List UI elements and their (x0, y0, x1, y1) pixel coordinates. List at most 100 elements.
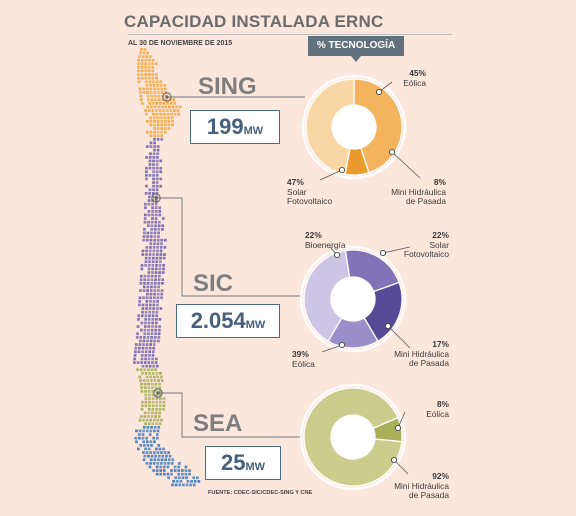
map-dot (175, 105, 178, 109)
map-dot (147, 98, 150, 102)
map-dot (142, 87, 145, 91)
map-dot (144, 372, 148, 375)
map-dot (139, 444, 143, 447)
map-dot (158, 274, 161, 278)
map-dot (156, 418, 160, 422)
map-dot (147, 264, 151, 267)
map-dot (144, 354, 148, 357)
map-dot (142, 296, 145, 300)
map-dot (159, 184, 163, 188)
map-dot (159, 80, 162, 84)
map-dot (149, 296, 153, 300)
map-dot (158, 206, 162, 210)
map-dot (145, 184, 148, 188)
map-dot (158, 386, 161, 390)
map-dot (143, 336, 146, 339)
sea-donut-halo (299, 383, 407, 491)
map-dot (150, 98, 154, 102)
sic-label-dot (379, 249, 387, 257)
source-note: FUENTE: CDEC-SIC/CDEC-SING Y CNE (208, 490, 313, 496)
map-dot (160, 238, 164, 242)
map-dot (156, 87, 160, 91)
map-dot (140, 58, 144, 62)
map-dot (140, 386, 143, 390)
map-dot (152, 192, 155, 195)
map-dot (151, 206, 154, 210)
map-dot (190, 480, 193, 483)
map-dot (144, 422, 147, 426)
map-dot (144, 314, 148, 318)
map-dot (147, 447, 151, 451)
map-dot (166, 112, 170, 116)
map-dot (159, 102, 162, 105)
map-dot (159, 465, 163, 469)
map-dot (153, 458, 157, 462)
map-dot (156, 436, 159, 440)
map-dot (135, 440, 138, 444)
map-dot (151, 386, 154, 390)
map-dot (148, 397, 151, 400)
map-dot (153, 87, 156, 91)
map-dot (161, 282, 164, 285)
map-dot (145, 429, 149, 433)
map-dot (147, 66, 151, 69)
map-dot (148, 260, 151, 264)
map-dot (160, 91, 164, 94)
map-dot (142, 339, 146, 343)
map-dot (140, 48, 143, 51)
map-dot (158, 408, 162, 411)
map-dot (134, 343, 138, 346)
map-dot (140, 66, 144, 69)
map-dot (158, 267, 162, 271)
map-dot (137, 447, 140, 451)
map-dot (155, 465, 159, 469)
map-dot (145, 346, 148, 350)
map-dot (151, 361, 154, 364)
map-dot (142, 235, 146, 238)
map-dot (145, 300, 149, 303)
map-dot (153, 105, 157, 109)
map-dot (145, 55, 149, 58)
map-dot (156, 292, 160, 296)
map-dot (148, 76, 151, 80)
map-dot (153, 242, 156, 246)
map-dot (149, 123, 153, 127)
map-dot (154, 386, 158, 390)
sing-solar-label: 47% Solar Fotovoltaico (287, 177, 333, 206)
map-dot (147, 210, 151, 213)
map-dot (172, 98, 175, 102)
map-dot (147, 220, 150, 224)
map-dot (153, 228, 157, 231)
map-dot (134, 350, 137, 354)
map-dot (146, 91, 149, 94)
map-dot (158, 271, 161, 274)
map-dot (141, 314, 144, 318)
map-dot (160, 105, 164, 109)
sea-leader-line (393, 459, 409, 475)
map-dot (140, 321, 144, 325)
map-dot (144, 397, 148, 400)
map-dot (157, 231, 160, 235)
map-dot (159, 469, 163, 472)
map-dot (163, 112, 166, 116)
map-dot (154, 368, 157, 372)
map-dot (154, 206, 158, 210)
map-dot (150, 336, 153, 339)
map-dot (143, 454, 147, 458)
map-dot (154, 224, 157, 228)
map-dot (155, 184, 159, 188)
map-dot (147, 62, 151, 66)
map-dot (173, 102, 177, 105)
map-dot (141, 346, 145, 350)
map-dot (148, 364, 152, 368)
date-label: AL 30 DE NOVIEMBRE DE 2015 (128, 40, 233, 47)
map-dot (138, 433, 141, 436)
map-dot (192, 483, 196, 487)
map-dot (154, 415, 157, 418)
map-dot (159, 246, 163, 249)
map-dot (160, 296, 163, 300)
map-dot (163, 84, 167, 87)
map-dot (157, 454, 161, 458)
map-dot (143, 415, 147, 418)
map-dot (150, 220, 154, 224)
